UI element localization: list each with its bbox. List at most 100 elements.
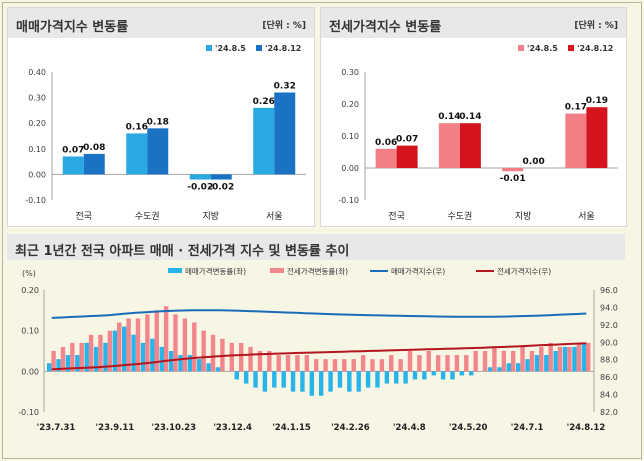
sale-legend-swatch — [206, 45, 212, 51]
trend-sale-rate-bar — [281, 371, 286, 388]
trend-jeonse-rate-bar — [107, 330, 113, 372]
trend-sale-rate-bar — [272, 371, 277, 388]
jeonse-legend-swatch — [518, 45, 524, 51]
trend-sale-rate-bar — [56, 359, 61, 372]
trend-sale-rate-bar — [534, 355, 540, 372]
trend-sale-rate-bar — [337, 371, 343, 388]
jeonse-bar — [438, 123, 460, 168]
jeonse-data-label: 0.19 — [586, 96, 608, 106]
trend-jeonse-rate-bar — [210, 334, 216, 372]
trend-jeonse-rate-bar — [276, 355, 281, 372]
trend-sale-rate-bar — [112, 330, 118, 372]
trend-jeonse-rate-bar — [389, 355, 394, 372]
trend-legend-label: 매매가격변동률(좌) — [185, 266, 246, 276]
trend-jeonse-rate-bar — [426, 351, 431, 372]
sale-bar — [189, 174, 211, 180]
trend-jeonse-rate-bar — [257, 351, 263, 372]
trend-sale-rate-bar — [431, 371, 436, 376]
sale-ytick-label: 0.00 — [28, 170, 46, 179]
sale-ytick-label: 0.20 — [28, 119, 46, 128]
trend-jeonse-rate-bar — [238, 342, 244, 372]
trend-sale-rate-bar — [215, 367, 221, 372]
trend-sale-rate-bar — [197, 359, 202, 372]
jeonse-data-label: 0.07 — [396, 135, 418, 145]
trend-jeonse-rate-bar — [88, 334, 94, 372]
trend-jeonse-rate-bar — [126, 318, 131, 372]
trend-sale-rate-bar — [422, 371, 427, 380]
jeonse-data-label: -0.01 — [500, 174, 526, 184]
jeonse-legend-swatch — [568, 45, 574, 51]
trend-jeonse-rate-bar — [192, 322, 197, 372]
trend-sale-rate-bar — [412, 371, 418, 380]
sale-bar — [83, 153, 105, 175]
trend-jeonse-rate-bar — [454, 355, 460, 372]
jeonse-ytick-label: 0.10 — [341, 132, 359, 141]
trend-jeonse-rate-bar — [576, 342, 582, 372]
sale-data-label: 0.18 — [147, 117, 169, 127]
trend-jeonse-rate-bar — [464, 355, 469, 372]
sale-category-label: 수도권 — [135, 210, 160, 222]
trend-jeonse-rate-bar — [379, 359, 385, 372]
trend-xtick-label: '24.2.26 — [331, 423, 370, 433]
jeonse-data-label: 0.17 — [565, 103, 587, 113]
sale-ytick-label: -0.10 — [25, 196, 46, 205]
trend-jeonse-rate-bar — [267, 351, 272, 372]
trend-jeonse-rate-bar — [370, 359, 375, 372]
trend-sale-rate-bar — [544, 355, 549, 372]
trend-jeonse-rate-bar — [332, 359, 338, 372]
trend-jeonse-rate-bar — [295, 355, 300, 372]
jeonse-ytick-label: 0.20 — [341, 100, 359, 109]
trend-sale-rate-bar — [178, 355, 183, 372]
trend-sale-rate-bar — [384, 371, 390, 384]
trend-sale-rate-bar — [375, 371, 380, 388]
trend-sale-rate-bar — [394, 371, 399, 384]
trend-xtick-label: '23.10.23 — [151, 423, 196, 433]
trend-jeonse-rate-bar — [323, 359, 328, 372]
trend-sale-rate-bar — [300, 371, 305, 392]
trend-xtick-label: '23.12.4 — [213, 423, 252, 433]
trend-sale-rate-bar — [562, 346, 568, 372]
sale-bar — [210, 174, 232, 180]
trend-sale-rate-bar — [93, 346, 99, 372]
trend-legend-swatch — [270, 268, 284, 273]
trend-jeonse-rate-bar — [51, 351, 56, 372]
trend-xtick-label: '23.7.31 — [37, 423, 76, 433]
trend-jeonse-rate-bar — [173, 314, 178, 372]
trend-sale-rate-bar — [319, 371, 324, 396]
trend-xtick-label: '24.4.8 — [393, 423, 426, 433]
trend-sale-rate-bar — [206, 363, 211, 372]
sale-bar — [62, 156, 84, 175]
jeonse-rate-title: 전세가격지수 변동률 — [321, 8, 626, 38]
sale-ytick-label: 0.10 — [28, 145, 46, 154]
trend-ytick-right: 94.0 — [600, 303, 618, 312]
trend-sale-rate-bar — [356, 371, 361, 392]
jeonse-bar — [586, 107, 608, 168]
jeonse-bar — [459, 123, 481, 168]
trend-ytick-right: 82.0 — [600, 408, 618, 417]
sale-data-label: 0.26 — [253, 97, 275, 107]
trend-jeonse-rate-bar — [60, 346, 66, 372]
sale-category-label: 서울 — [266, 211, 283, 222]
trend-xtick-label: '24.7.1 — [511, 423, 544, 433]
jeonse-bar — [565, 113, 587, 168]
trend-sale-rate-bar — [103, 342, 108, 372]
trend-sale-rate-bar — [572, 346, 577, 372]
sale-rate-panel: 매매가격지수 변동률 [단위 : %] -0.10 0.00 0.10 0.20 0.3… — [7, 7, 315, 227]
trend-ytick-right: 90.0 — [600, 338, 618, 347]
jeonse-bar — [375, 148, 397, 168]
trend-sale-rate-bar — [365, 371, 371, 388]
trend-jeonse-rate-bar — [360, 355, 366, 372]
sale-legend-swatch — [256, 45, 262, 51]
sale-data-label: 0.07 — [62, 145, 84, 155]
trend-ytick-right: 92.0 — [600, 321, 618, 330]
jeonse-legend-label: '24.8.5 — [527, 44, 558, 53]
trend-sale-rate-bar — [328, 371, 333, 392]
trend-sale-rate-bar — [131, 334, 136, 372]
trend-sale-rate-bar — [487, 367, 493, 372]
trend-jeonse-rate-bar — [145, 314, 150, 372]
jeonse-data-label: 0.06 — [375, 138, 397, 148]
jeonse-category-label: 수도권 — [447, 210, 472, 222]
trend-ytick-left: 0.10 — [21, 327, 39, 336]
trend-title: 최근 1년간 전국 아파트 매매 · 전세가격 지수 및 변동률 추이 — [7, 234, 625, 260]
jeonse-category-label: 서울 — [578, 211, 595, 222]
